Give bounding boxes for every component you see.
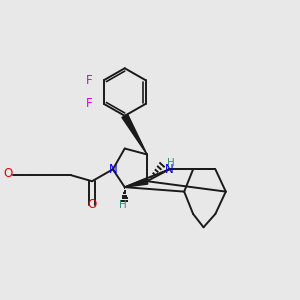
Text: H: H: [119, 200, 127, 210]
Polygon shape: [125, 178, 148, 187]
Text: H: H: [167, 158, 175, 168]
Text: F: F: [86, 98, 93, 110]
Text: F: F: [86, 74, 93, 87]
Text: N: N: [109, 163, 117, 176]
Polygon shape: [122, 114, 147, 154]
Text: O: O: [3, 167, 13, 180]
Text: O: O: [87, 199, 97, 212]
Text: N: N: [165, 163, 174, 176]
